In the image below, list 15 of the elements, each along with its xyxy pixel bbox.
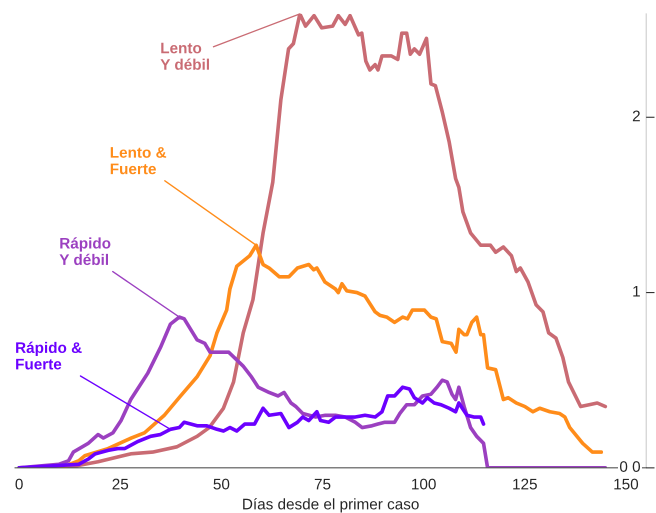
y-tick-label: 0 0 (620, 461, 640, 472)
x-tick-label: 50 (214, 478, 230, 490)
x-tick-label: 100 (412, 478, 436, 490)
text: Rápido & Fuerte (16, 342, 82, 370)
x-axis-title: Días desde el primer caso (243, 498, 419, 512)
x-tick-label: 125 (513, 478, 537, 490)
x-tick-label: 75 (314, 478, 330, 490)
y-tick-label: 2 (632, 110, 640, 122)
text: Rápido Y débil (60, 237, 110, 266)
x-tick-label: 150 (614, 478, 638, 490)
text: Lento Y débil (160, 42, 209, 70)
y-tick-label: 1 (633, 286, 640, 297)
text: Lento & Fuerte (110, 147, 166, 174)
x-tick-label: 25 (112, 478, 128, 490)
x-tick-label: 0 (15, 478, 23, 490)
